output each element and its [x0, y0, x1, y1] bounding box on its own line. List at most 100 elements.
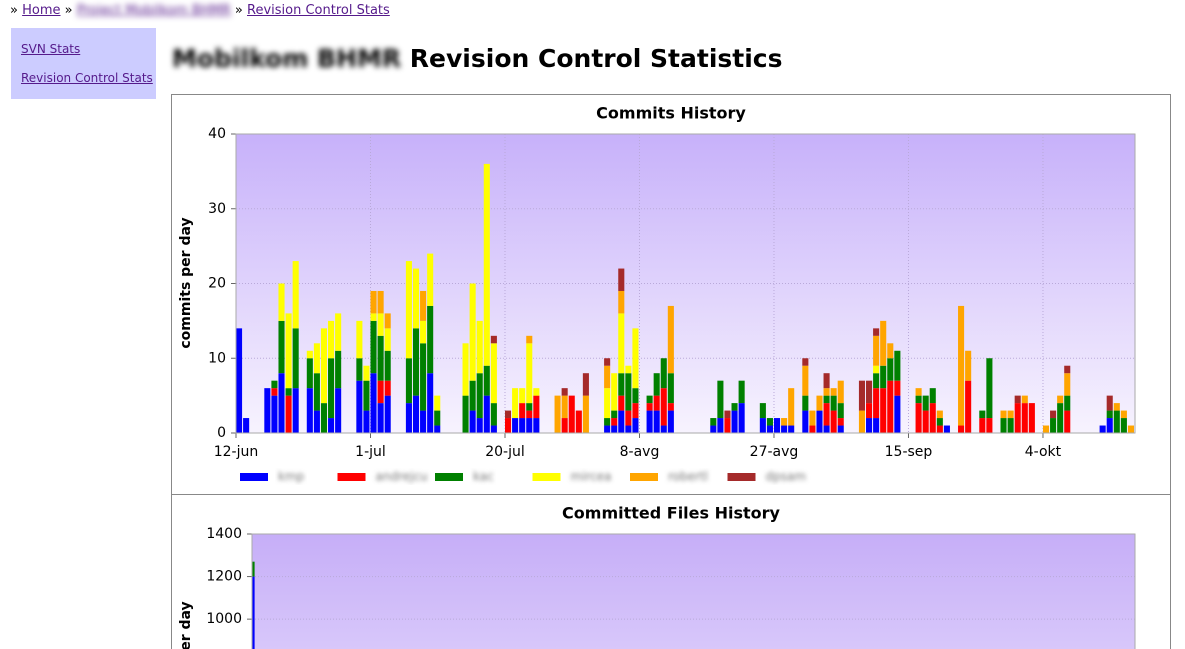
sidebar-link[interactable]: Revision Control Stats — [21, 71, 153, 85]
bar-segment — [561, 418, 568, 433]
home-link[interactable]: Home — [22, 3, 61, 18]
bar-segment — [618, 410, 625, 433]
bar-segment — [412, 328, 420, 396]
bar-segment — [986, 418, 993, 433]
sidebar: SVN Stats Revision Control Stats — [11, 28, 156, 99]
sidebar-link[interactable]: SVN Stats — [21, 42, 81, 56]
bar-segment — [823, 403, 830, 426]
bar-segment — [604, 388, 611, 419]
bar-segment — [533, 388, 540, 396]
bar-segment — [377, 290, 384, 314]
bar-segment — [837, 425, 844, 433]
legend-swatch — [337, 473, 366, 481]
bar-segment — [922, 395, 929, 411]
bar-segment — [526, 403, 533, 411]
bar-segment — [328, 320, 335, 359]
legend-label: kac — [473, 470, 494, 484]
breadcrumb: » Home » Project Mobilkom BHMR » Revisio… — [10, 3, 390, 18]
bar-segment — [880, 365, 887, 389]
bar-segment — [618, 373, 625, 396]
bar-segment — [823, 395, 830, 404]
plot-area — [252, 534, 1135, 649]
bar-segment — [292, 388, 299, 433]
x-tick-label: 4-okt — [1025, 444, 1062, 460]
bar-segment — [582, 395, 589, 433]
bar-segment — [384, 380, 391, 396]
bar-segment — [858, 410, 866, 433]
bar-segment — [1000, 418, 1007, 433]
bar-segment — [335, 350, 342, 389]
bar-segment — [802, 358, 809, 366]
y-tick-label: 40 — [208, 126, 226, 142]
bar-segment — [823, 388, 830, 396]
bar-segment — [462, 395, 469, 433]
plot-border — [251, 533, 1136, 649]
bar-segment — [504, 410, 512, 419]
bar-segment — [830, 395, 837, 411]
bar-segment — [667, 305, 674, 374]
bar-segment — [646, 403, 653, 411]
bar-segment — [519, 388, 526, 404]
bar-segment — [1064, 410, 1071, 433]
bar-segment — [866, 403, 873, 419]
bar-segment — [328, 418, 335, 433]
bar-segment — [363, 380, 370, 411]
bar-segment — [816, 410, 823, 433]
bar-segment — [809, 425, 816, 433]
bar-segment — [490, 403, 497, 426]
bar-segment — [1050, 410, 1057, 419]
bar-segment — [1064, 373, 1071, 396]
bar-segment — [533, 395, 540, 419]
bar-segment — [405, 261, 412, 359]
bar-segment — [958, 305, 965, 426]
bar-segment — [929, 388, 936, 404]
separator: » — [234, 3, 243, 18]
bar-segment — [526, 410, 533, 419]
x-tick-label: 8-avg — [620, 444, 660, 460]
bar-segment — [894, 395, 901, 433]
bar-segment — [965, 380, 972, 433]
bar-segment — [405, 358, 412, 404]
y-tick-label: 30 — [208, 201, 226, 217]
bar-segment — [335, 313, 342, 351]
bar-segment — [873, 365, 880, 374]
bar-segment — [356, 358, 363, 381]
bar-segment — [483, 395, 490, 433]
legend-swatch — [240, 473, 268, 481]
bar-segment — [710, 425, 717, 433]
bar-segment — [1057, 395, 1064, 404]
bar-segment — [1014, 395, 1021, 404]
bar-segment — [717, 380, 724, 419]
bar-segment — [915, 395, 922, 404]
current-link[interactable]: Revision Control Stats — [247, 3, 390, 18]
bar-segment — [427, 373, 434, 433]
bar-segment — [278, 373, 285, 433]
bar-segment — [533, 418, 540, 433]
bar-segment — [625, 410, 632, 426]
bar-segment — [866, 418, 873, 433]
bar-segment — [894, 380, 901, 396]
project-link[interactable]: Project Mobilkom BHMR — [76, 3, 231, 18]
bar-segment — [1007, 410, 1014, 419]
bar-segment — [313, 410, 320, 433]
bar-segment — [363, 365, 370, 381]
bar-segment — [873, 418, 880, 433]
bar-segment — [306, 358, 313, 389]
y-axis-label: commits per day — [178, 217, 194, 348]
bar-segment — [420, 290, 427, 321]
y-tick-label: 1200 — [206, 569, 242, 585]
bar-segment — [979, 418, 986, 433]
bar-segment — [660, 425, 667, 433]
separator: » — [64, 3, 73, 18]
bar-segment — [880, 320, 887, 366]
bar-segment — [526, 335, 533, 344]
bar-segment — [278, 283, 285, 321]
bar-segment — [420, 320, 427, 344]
bar-segment — [1042, 425, 1050, 433]
bar-segment — [781, 418, 788, 426]
bar-segment — [490, 425, 497, 433]
bar-segment — [306, 388, 313, 433]
bar-segment — [335, 388, 342, 433]
bar-segment — [717, 418, 724, 433]
